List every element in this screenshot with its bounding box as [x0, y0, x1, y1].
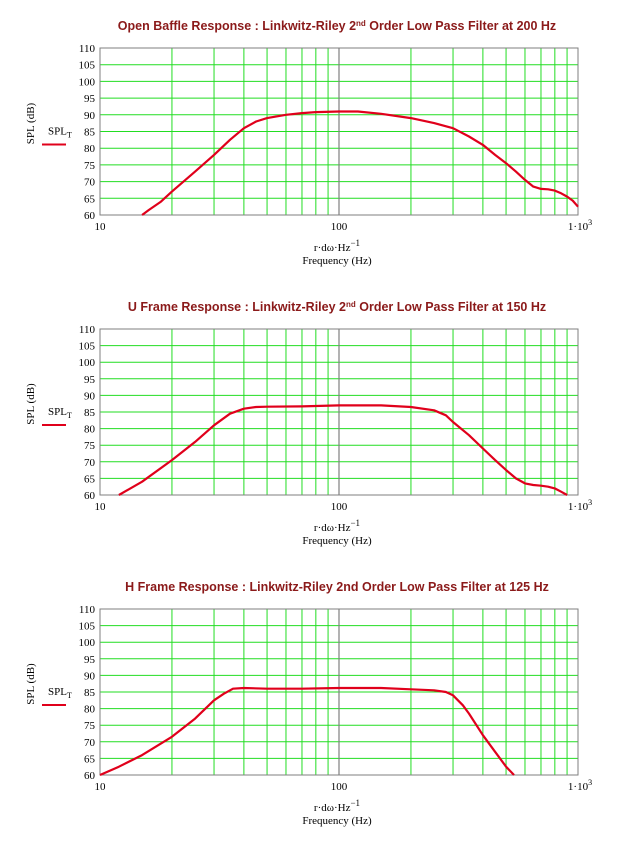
y-tick-label: 110	[79, 604, 96, 616]
y-tick-label: 95	[84, 654, 96, 666]
chart-title: Open Baffle Response : Linkwitz-Riley 2n…	[118, 19, 556, 34]
legend-label: SPLT	[48, 406, 72, 420]
series-line-1	[99, 686, 515, 777]
y-tick-label: 90	[84, 670, 96, 682]
chart-title: H Frame Response : Linkwitz-Riley 2nd Or…	[125, 580, 549, 594]
y-tick-label: 75	[84, 160, 96, 172]
chart-panel-3: H Frame Response : Linkwitz-Riley 2nd Or…	[25, 580, 592, 827]
y-tick-label: 90	[84, 390, 96, 402]
x-tick-label: 10	[95, 781, 107, 793]
y-tick-label: 80	[84, 704, 96, 716]
x-axis-label: Frequency (Hz)	[302, 255, 372, 267]
series-line-1	[141, 110, 579, 216]
plot-frame	[99, 328, 579, 496]
y-tick-label: 100	[79, 357, 96, 369]
y-tick-label: 80	[84, 143, 96, 155]
x-tick-label: 1·103	[568, 218, 592, 233]
plot-frame	[99, 608, 579, 776]
y-axis-label: SPL (dB)	[25, 663, 37, 705]
x-tick-label: 1·103	[568, 498, 592, 513]
y-tick-label: 80	[84, 424, 96, 436]
x-tick-label: 10	[95, 501, 107, 513]
x-tick-label: 100	[331, 501, 348, 513]
chart-title: U Frame Response : Linkwitz-Riley 2nd Or…	[128, 300, 546, 315]
series-line-1	[118, 404, 568, 496]
y-tick-label: 75	[84, 440, 96, 452]
y-tick-label: 85	[84, 127, 96, 139]
grid	[100, 48, 578, 215]
y-tick-label: 85	[84, 687, 96, 699]
legend-label: SPLT	[48, 686, 72, 700]
y-tick-label: 110	[79, 324, 96, 336]
y-tick-label: 70	[84, 177, 96, 189]
x-axis-expression: r·dω·Hz−1	[314, 518, 360, 534]
y-tick-label: 60	[84, 490, 96, 502]
y-tick-label: 85	[84, 407, 96, 419]
x-tick-label: 100	[331, 781, 348, 793]
y-tick-label: 95	[84, 374, 96, 386]
grid	[100, 609, 578, 775]
x-axis-label: Frequency (Hz)	[302, 535, 372, 547]
y-tick-label: 65	[84, 193, 96, 205]
y-axis-label: SPL (dB)	[25, 383, 37, 425]
y-tick-label: 75	[84, 720, 96, 732]
y-axis-label: SPL (dB)	[25, 102, 37, 144]
x-tick-label: 10	[95, 221, 107, 233]
x-tick-label: 100	[331, 221, 348, 233]
y-tick-label: 105	[79, 341, 96, 353]
y-tick-label: 60	[84, 210, 96, 222]
y-tick-label: 70	[84, 737, 96, 749]
chart-panel-1: Open Baffle Response : Linkwitz-Riley 2n…	[25, 19, 592, 268]
y-tick-label: 65	[84, 753, 96, 765]
y-tick-label: 100	[79, 637, 96, 649]
chart-panel-2: U Frame Response : Linkwitz-Riley 2nd Or…	[25, 300, 592, 548]
y-tick-label: 110	[79, 43, 96, 55]
y-tick-label: 95	[84, 93, 96, 105]
y-tick-label: 100	[79, 76, 96, 88]
plot-frame	[99, 47, 579, 216]
y-tick-label: 65	[84, 473, 96, 485]
x-axis-expression: r·dω·Hz−1	[314, 798, 360, 814]
y-tick-label: 60	[84, 770, 96, 782]
grid	[100, 329, 578, 495]
y-tick-label: 105	[79, 621, 96, 633]
y-tick-label: 105	[79, 60, 96, 72]
y-tick-label: 90	[84, 110, 96, 122]
legend-label: SPLT	[48, 126, 72, 140]
x-axis-expression: r·dω·Hz−1	[314, 238, 360, 254]
x-axis-label: Frequency (Hz)	[302, 815, 372, 827]
y-tick-label: 70	[84, 457, 96, 469]
x-tick-label: 1·103	[568, 778, 592, 793]
